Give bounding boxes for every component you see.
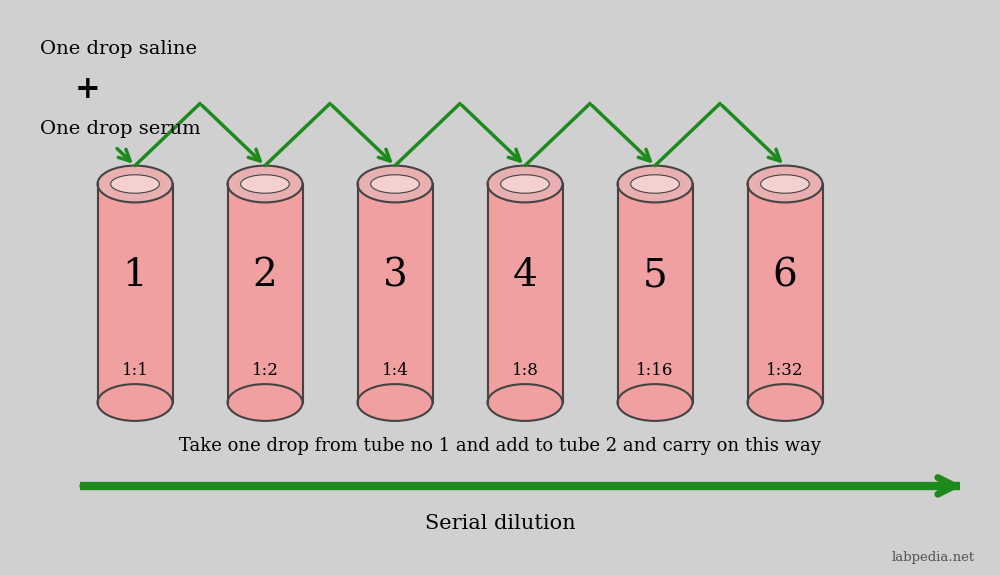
Text: Take one drop from tube no 1 and add to tube 2 and carry on this way: Take one drop from tube no 1 and add to … <box>179 436 821 455</box>
Text: 4: 4 <box>513 258 537 294</box>
Ellipse shape <box>618 384 692 421</box>
Ellipse shape <box>98 384 173 421</box>
Text: One drop serum: One drop serum <box>40 120 201 139</box>
Ellipse shape <box>748 166 822 202</box>
Ellipse shape <box>98 166 173 202</box>
Ellipse shape <box>111 175 159 193</box>
Ellipse shape <box>761 175 809 193</box>
Ellipse shape <box>631 175 679 193</box>
Text: 1:1: 1:1 <box>122 362 148 380</box>
Text: 2: 2 <box>253 258 277 294</box>
Ellipse shape <box>501 175 549 193</box>
Ellipse shape <box>371 175 419 193</box>
Polygon shape <box>228 184 302 402</box>
Text: One drop saline: One drop saline <box>40 40 197 58</box>
Text: +: + <box>75 74 101 105</box>
Text: 1:4: 1:4 <box>382 362 408 380</box>
Ellipse shape <box>488 384 562 421</box>
Text: labpedia.net: labpedia.net <box>892 550 975 564</box>
Text: 3: 3 <box>383 258 407 294</box>
Text: 1:32: 1:32 <box>766 362 804 380</box>
Ellipse shape <box>228 384 302 421</box>
Text: Serial dilution: Serial dilution <box>425 513 575 533</box>
Ellipse shape <box>488 166 562 202</box>
Polygon shape <box>748 184 822 402</box>
Text: 1:16: 1:16 <box>636 362 674 380</box>
Ellipse shape <box>618 166 692 202</box>
Ellipse shape <box>228 166 302 202</box>
Ellipse shape <box>358 384 432 421</box>
Polygon shape <box>358 184 432 402</box>
Text: 1: 1 <box>123 258 147 294</box>
Polygon shape <box>98 184 173 402</box>
Polygon shape <box>618 184 692 402</box>
Text: 5: 5 <box>643 258 667 294</box>
Ellipse shape <box>241 175 289 193</box>
Ellipse shape <box>748 384 822 421</box>
Text: 6: 6 <box>773 258 797 294</box>
Text: 1:2: 1:2 <box>252 362 278 380</box>
Text: 1:8: 1:8 <box>512 362 538 380</box>
Polygon shape <box>488 184 562 402</box>
Ellipse shape <box>358 166 432 202</box>
